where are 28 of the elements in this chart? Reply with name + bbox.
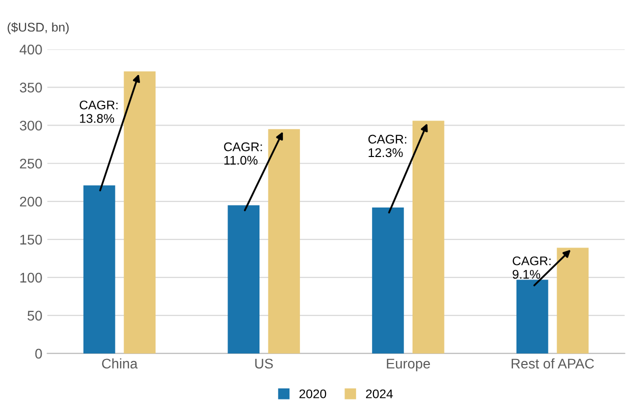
bar: [372, 207, 404, 354]
annotation: CAGR: 13.8%: [80, 100, 118, 123]
x-tick-label: China: [102, 358, 138, 369]
y-tick-label: 100: [20, 272, 42, 283]
y-axis-title: ($USD, bn): [8, 22, 69, 34]
legend-label: 2020: [299, 389, 326, 398]
bar: [556, 248, 589, 354]
y-tick-label: 300: [20, 120, 42, 131]
x-tick-label: Rest of APAC: [512, 358, 594, 369]
y-tick-label: 350: [20, 82, 42, 93]
bar: [268, 129, 300, 354]
legend-label: 2024: [366, 389, 393, 398]
bar: [412, 120, 444, 354]
bar: [83, 185, 116, 354]
y-tick-label: 200: [20, 196, 42, 207]
bar: [228, 205, 260, 354]
y-tick-label: 150: [20, 234, 42, 245]
annotation: CAGR: 9.1%: [512, 256, 551, 279]
x-tick-label: Europe: [386, 358, 430, 372]
y-tick-label: 0: [35, 348, 42, 359]
bar: [516, 280, 548, 354]
x-tick-label: US: [255, 358, 273, 369]
y-tick-label: 250: [20, 158, 42, 169]
y-tick-label: 50: [28, 310, 42, 321]
bar: [124, 71, 156, 354]
y-tick-label: 400: [20, 44, 42, 54]
annotation: CAGR: 11.0%: [224, 142, 262, 165]
annotation: CAGR: 12.3%: [368, 134, 406, 158]
